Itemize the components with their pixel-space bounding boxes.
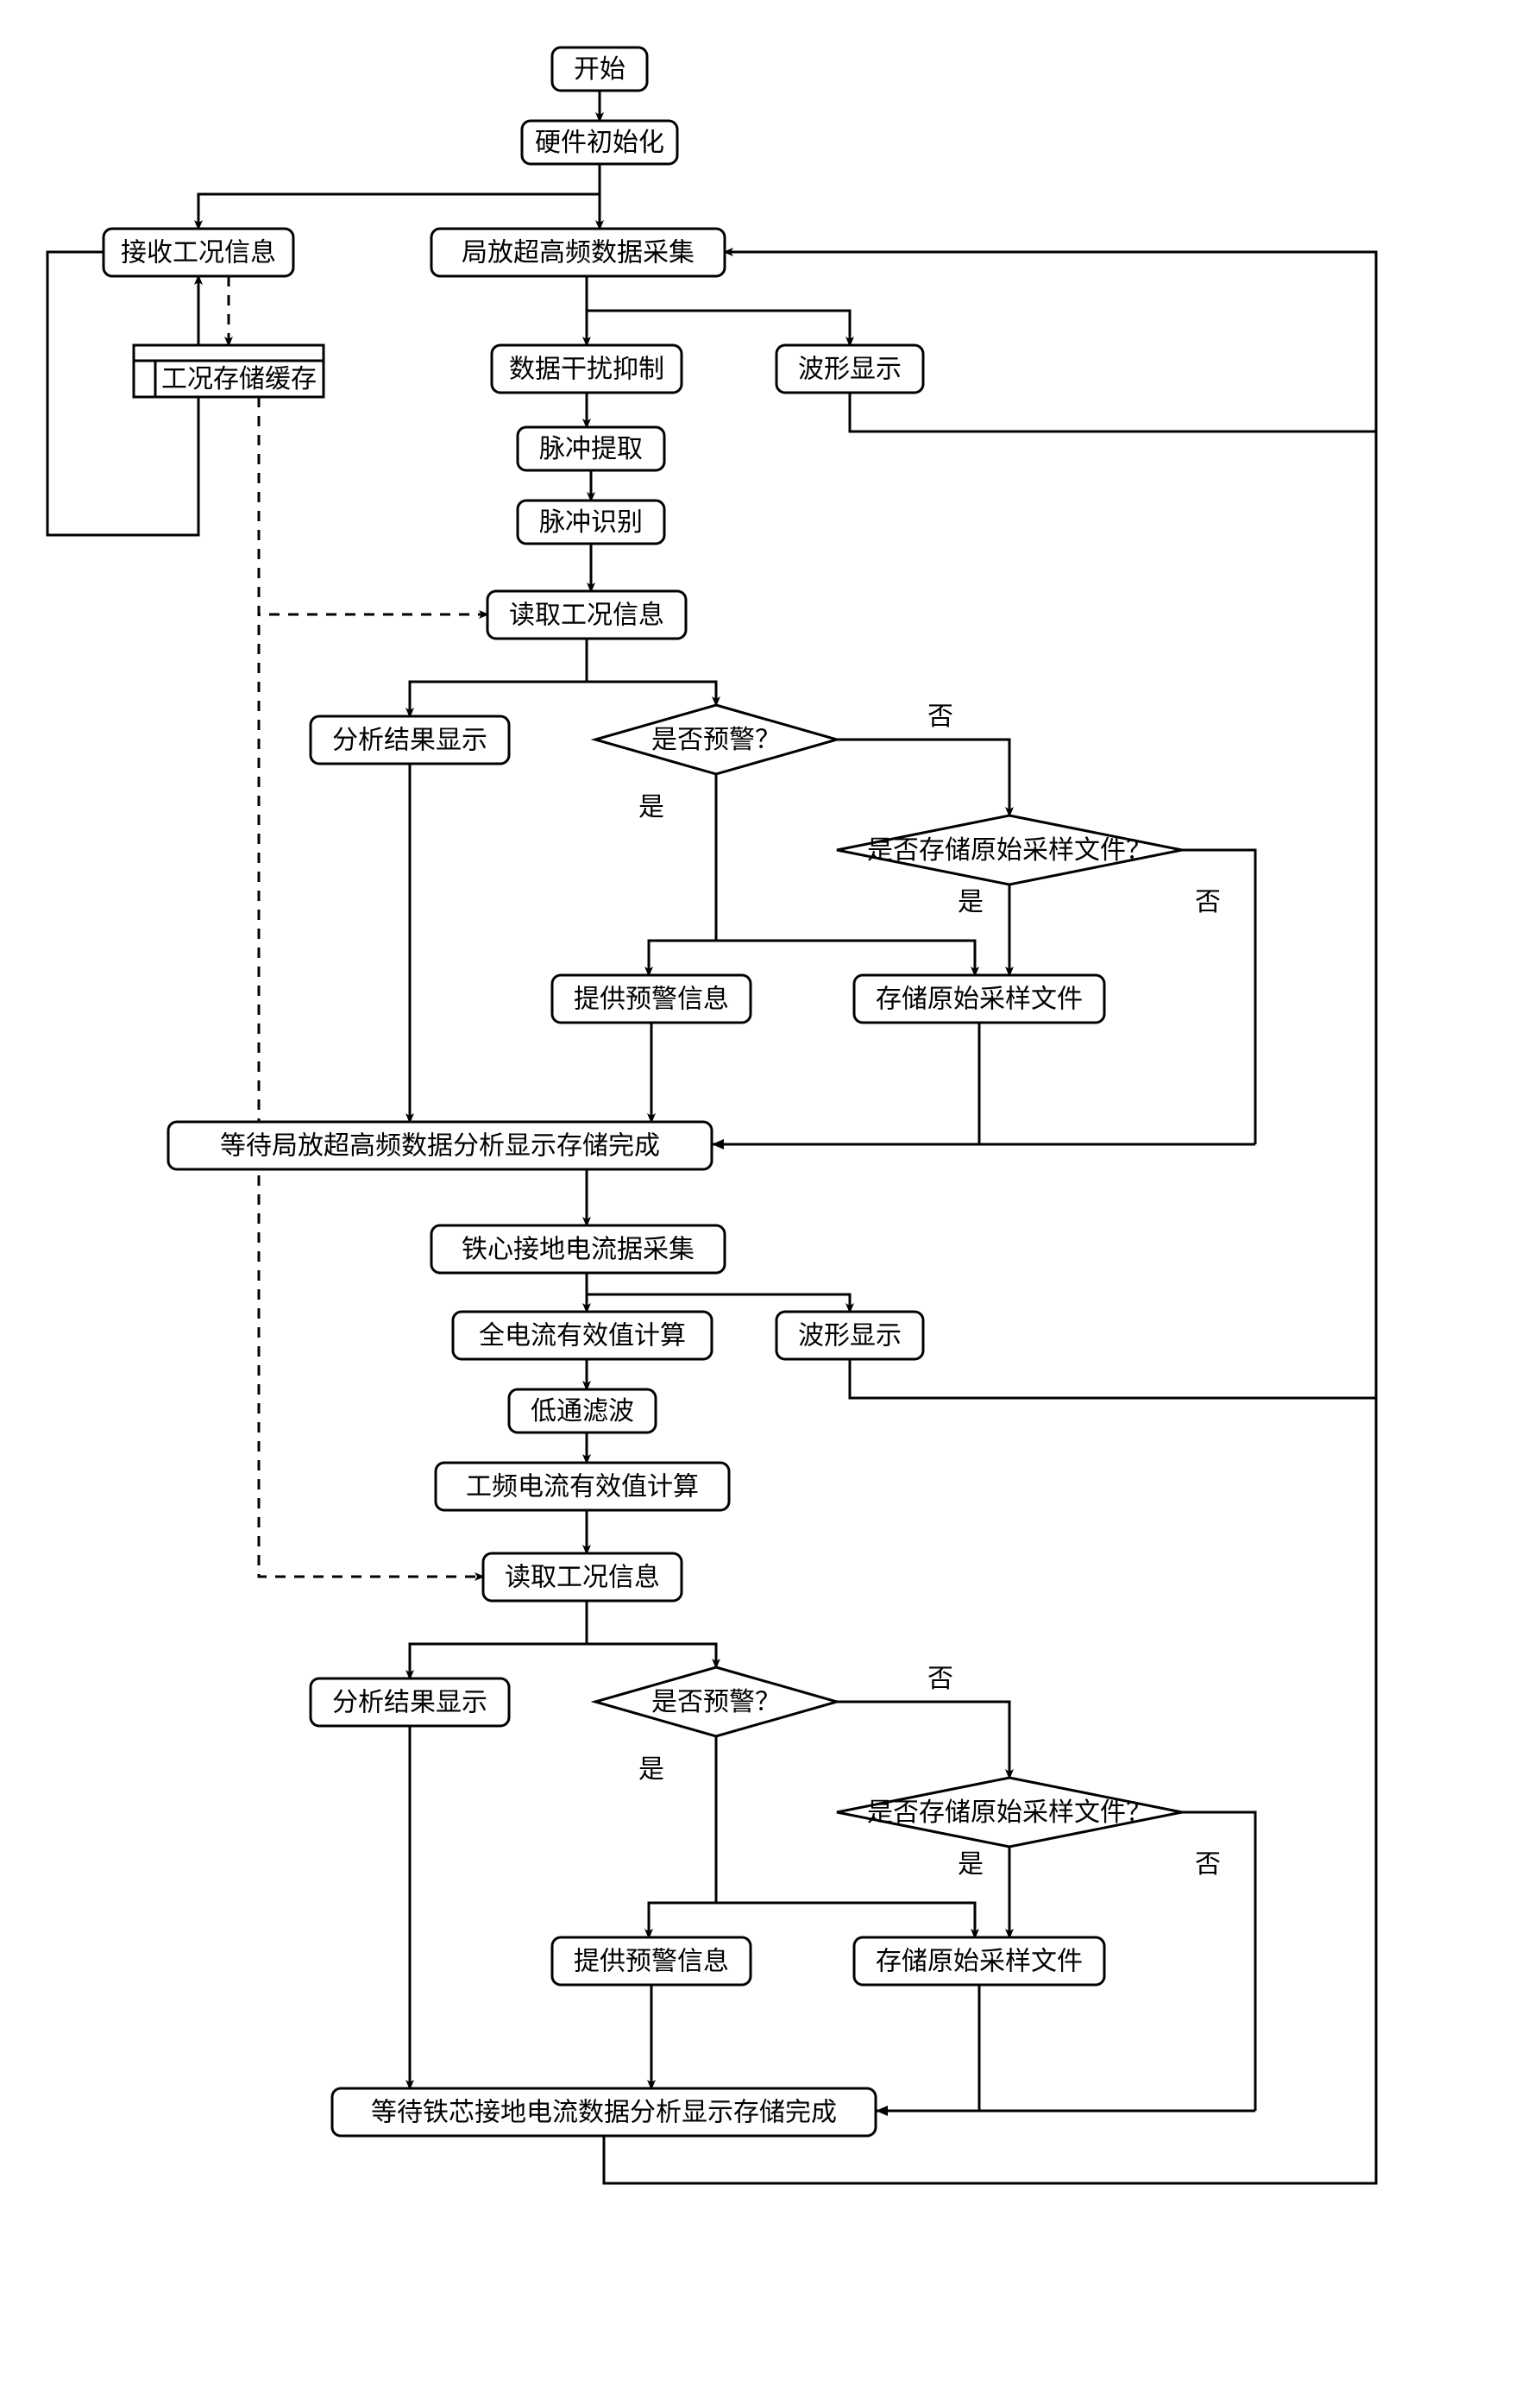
node-recvwc: 接收工况信息 <box>104 229 293 276</box>
edge-coreacq-wave2 <box>587 1273 850 1312</box>
node-label-pulseext: 脉冲提取 <box>539 435 643 463</box>
node-wccache: 工况存储缓存 <box>134 345 324 397</box>
node-label-hwinit: 硬件初始化 <box>535 129 664 157</box>
node-waituhf: 等待局放超高频数据分析显示存储完成 <box>168 1122 712 1169</box>
node-label-warn2: 是否预警？ <box>651 1688 781 1716</box>
edge-label: 是 <box>638 793 664 822</box>
node-label-readwc2: 读取工况信息 <box>505 1563 660 1591</box>
edge-warn2-storefile2 <box>716 1736 975 1937</box>
edge-label: 是 <box>638 1755 664 1784</box>
node-showres1: 分析结果显示 <box>311 716 509 764</box>
node-label-warn1: 是否预警？ <box>651 726 781 754</box>
edge-readwc1-warn1 <box>587 639 716 705</box>
node-storeq2: 是否存储原始采样文件？ <box>837 1778 1182 1847</box>
edge-readwc1-showres1 <box>410 639 587 716</box>
node-label-waitcore: 等待铁芯接地电流数据分析显示存储完成 <box>371 2098 837 2126</box>
node-wave2: 波形显示 <box>776 1312 923 1359</box>
node-wave1: 波形显示 <box>776 345 923 393</box>
edge-label: 是 <box>958 888 984 916</box>
edge-uhfacq-wave1 <box>587 276 850 345</box>
node-readwc1: 读取工况信息 <box>487 591 686 639</box>
edge-warn1-storeq1 <box>837 740 1009 816</box>
edge-wave1-uhfacqR <box>850 393 1376 431</box>
node-label-start: 开始 <box>574 55 625 84</box>
node-storefile2: 存储原始采样文件 <box>854 1937 1104 1985</box>
node-lowpass: 低通滤波 <box>509 1389 656 1433</box>
node-storefile1: 存储原始采样文件 <box>854 975 1104 1023</box>
node-label-lowpass: 低通滤波 <box>531 1397 634 1426</box>
node-provwarn2: 提供预警信息 <box>552 1937 751 1985</box>
node-warn1: 是否预警？ <box>595 705 837 774</box>
node-label-storeq2: 是否存储原始采样文件？ <box>867 1798 1152 1827</box>
edge-label: 是 <box>958 1850 984 1879</box>
node-label-provwarn1: 提供预警信息 <box>574 985 729 1013</box>
node-warn2: 是否预警？ <box>595 1667 837 1736</box>
node-label-storeq1: 是否存储原始采样文件？ <box>867 836 1152 865</box>
node-hwinit: 硬件初始化 <box>522 121 677 164</box>
node-label-showres1: 分析结果显示 <box>332 726 487 754</box>
edge-readwc2-showres2 <box>410 1601 587 1678</box>
flowchart-svg: 是否是否是否是否开始硬件初始化接收工况信息局放超高频数据采集工况存储缓存数据干扰… <box>0 0 1540 2393</box>
node-showres2: 分析结果显示 <box>311 1678 509 1726</box>
edge-wccache-readwc1 <box>259 397 487 614</box>
node-label-recvwc: 接收工况信息 <box>121 238 276 267</box>
node-label-provwarn2: 提供预警信息 <box>574 1947 729 1975</box>
node-label-fullrms: 全电流有效值计算 <box>479 1321 686 1350</box>
node-waitcore: 等待铁芯接地电流数据分析显示存储完成 <box>332 2088 876 2136</box>
edge-wccache-readwc2 <box>259 397 483 1577</box>
node-label-suppress: 数据干扰抑制 <box>509 355 664 383</box>
node-label-wave2: 波形显示 <box>798 1321 902 1350</box>
edge-warn2-storeq2 <box>837 1702 1009 1778</box>
node-readwc2: 读取工况信息 <box>483 1553 682 1601</box>
node-uhfacq: 局放超高频数据采集 <box>431 229 725 276</box>
node-label-pulserec: 脉冲识别 <box>539 508 643 537</box>
edge-wave2-uhfacqR2 <box>850 1359 1376 1398</box>
edge-hwinit-recvwc <box>198 164 600 229</box>
edge-label: 否 <box>927 702 953 731</box>
node-label-waituhf: 等待局放超高频数据分析显示存储完成 <box>220 1131 660 1160</box>
node-fullrms: 全电流有效值计算 <box>453 1312 712 1359</box>
node-pulseext: 脉冲提取 <box>518 427 664 470</box>
node-label-storefile1: 存储原始采样文件 <box>876 985 1083 1013</box>
node-label-pfrms: 工频电流有效值计算 <box>466 1472 699 1501</box>
node-start: 开始 <box>552 47 647 91</box>
node-label-uhfacq: 局放超高频数据采集 <box>462 238 695 267</box>
node-coreacq: 铁心接地电流据采集 <box>431 1225 725 1273</box>
node-label-storefile2: 存储原始采样文件 <box>876 1947 1083 1975</box>
node-suppress: 数据干扰抑制 <box>492 345 682 393</box>
node-storeq1: 是否存储原始采样文件？ <box>837 816 1182 885</box>
edge-warn1-storefile1 <box>716 774 975 975</box>
edge-readwc2-warn2 <box>587 1601 716 1667</box>
edge-label: 否 <box>927 1665 953 1693</box>
node-provwarn1: 提供预警信息 <box>552 975 751 1023</box>
node-label-readwc1: 读取工况信息 <box>509 601 664 629</box>
node-label-wccache: 工况存储缓存 <box>161 365 317 394</box>
node-label-coreacq: 铁心接地电流据采集 <box>462 1235 695 1263</box>
node-pfrms: 工频电流有效值计算 <box>436 1463 729 1510</box>
node-pulserec: 脉冲识别 <box>518 501 664 544</box>
node-label-wave1: 波形显示 <box>798 355 902 383</box>
edge-label: 否 <box>1195 888 1221 916</box>
edge-label: 否 <box>1195 1850 1221 1879</box>
edge-waitcore-uhfacq <box>604 252 1376 2183</box>
node-label-showres2: 分析结果显示 <box>332 1688 487 1716</box>
